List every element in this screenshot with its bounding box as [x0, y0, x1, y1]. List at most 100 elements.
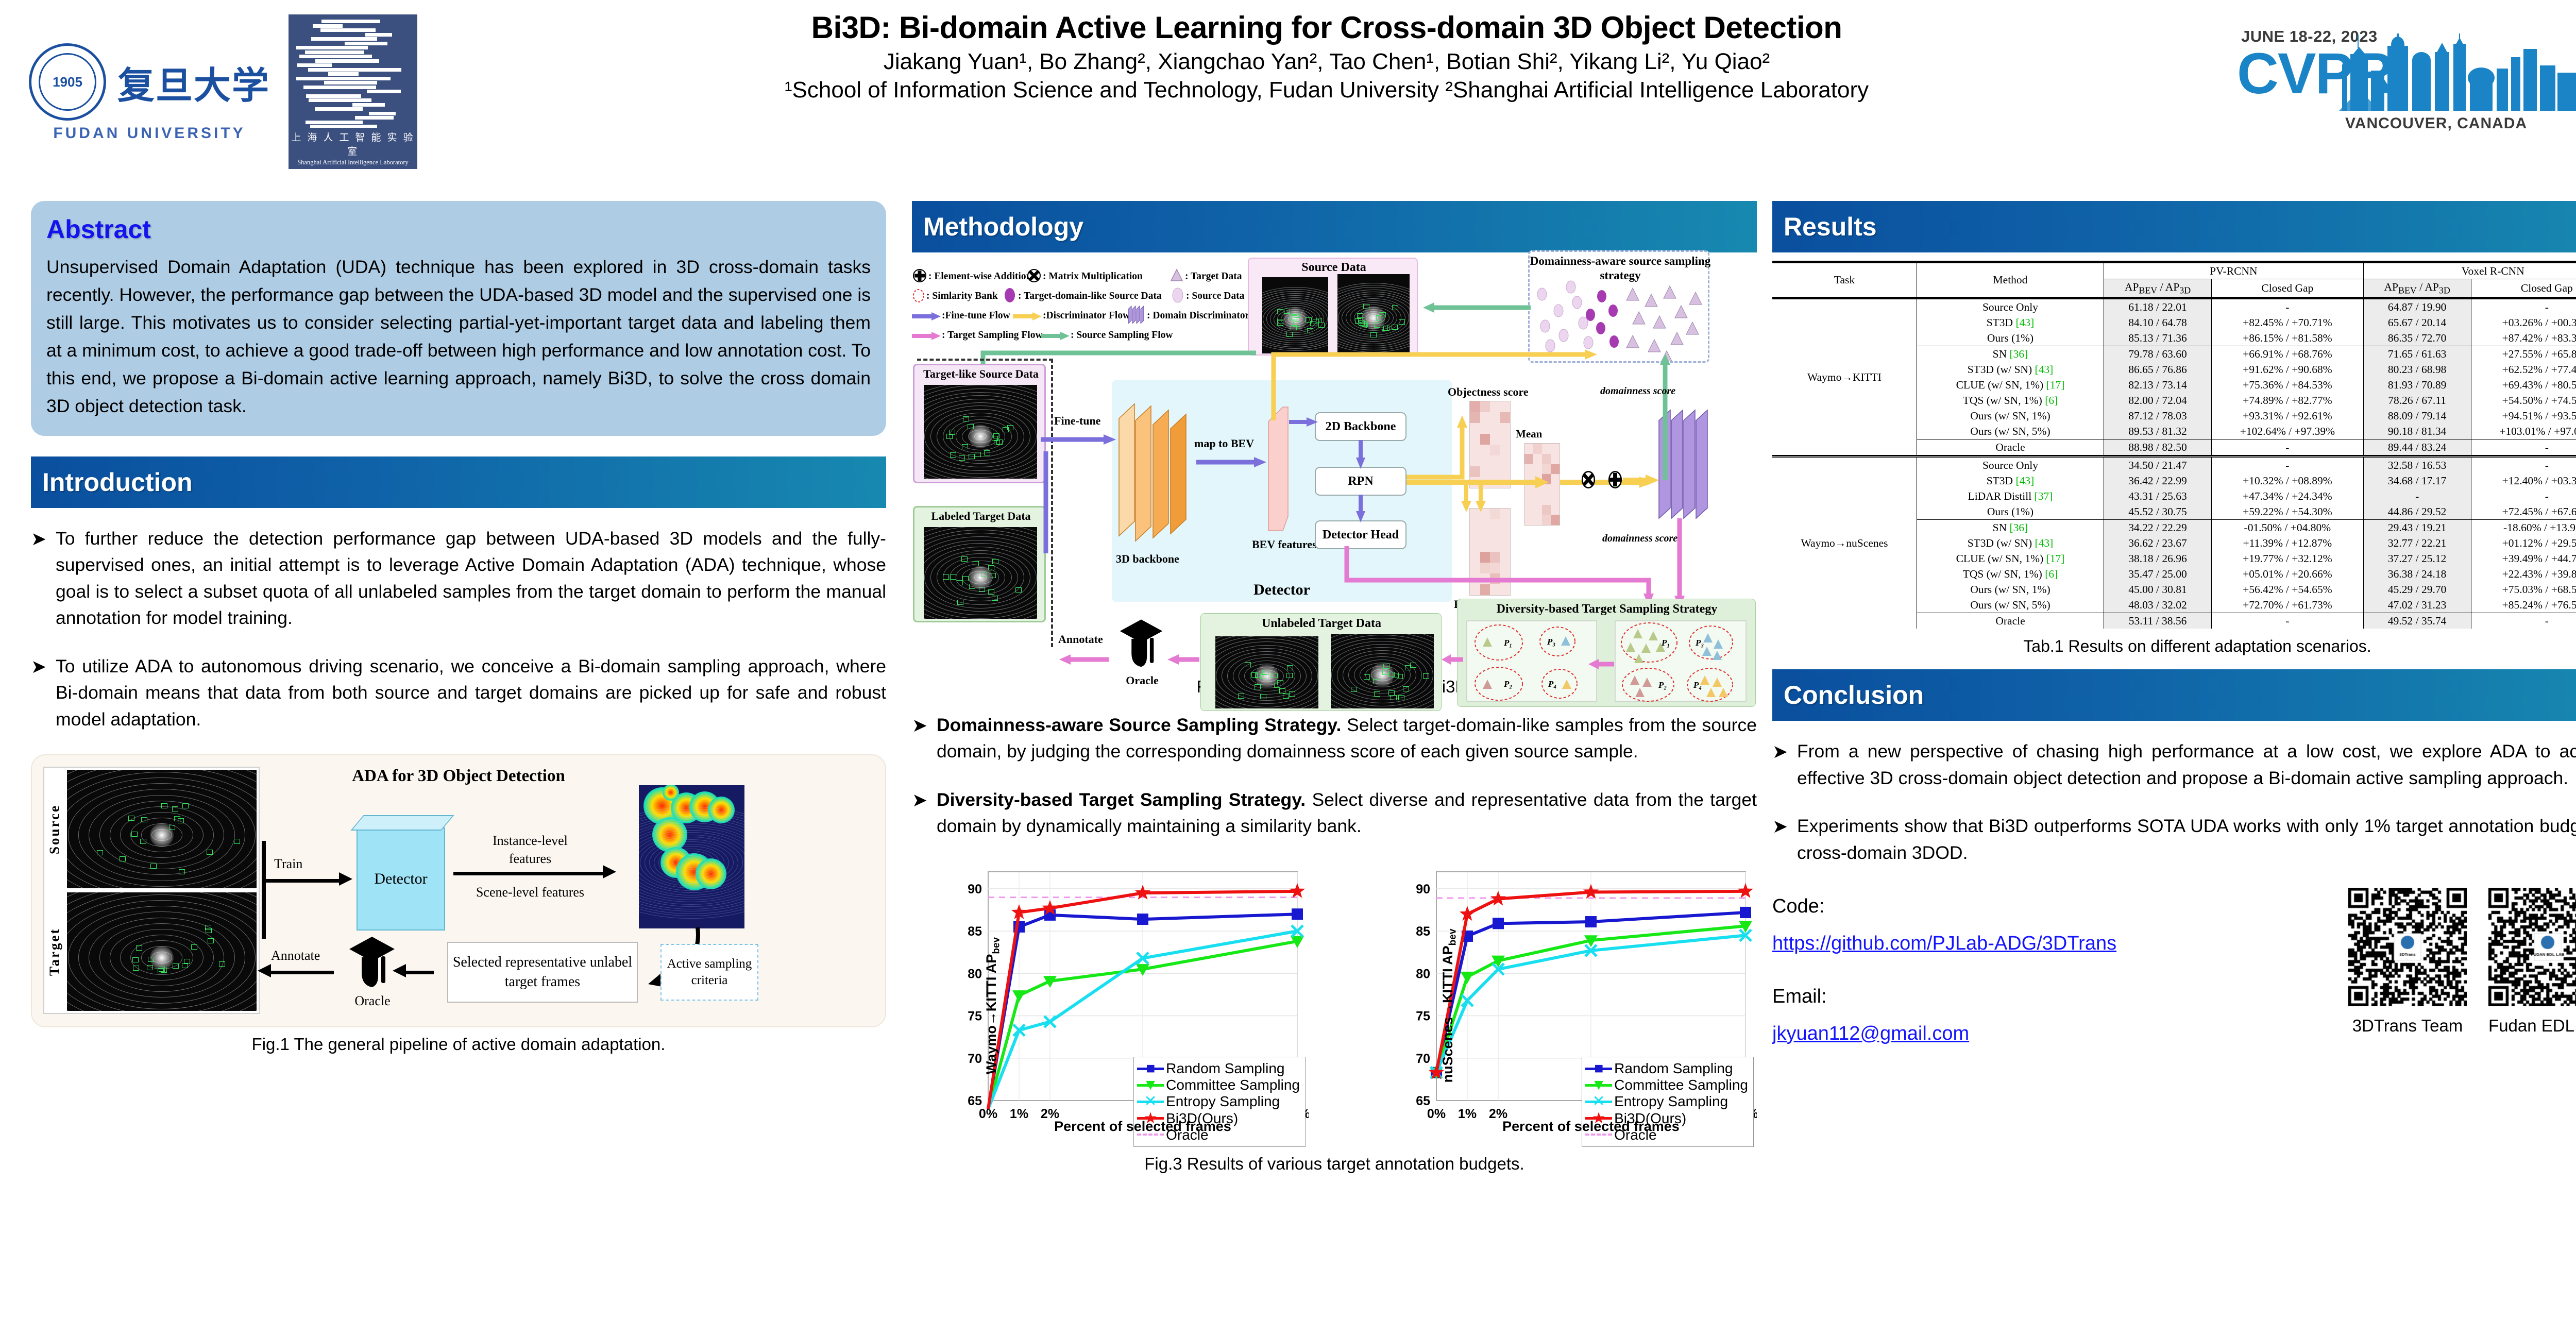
- plus-icon: [913, 269, 926, 282]
- td-pv-ap: 45.52 / 30.75: [2103, 504, 2212, 520]
- legend-target-data-label: : Target Data: [1185, 271, 1242, 282]
- td-vx-ap: 36.38 / 24.18: [2363, 566, 2471, 582]
- td-vx-ap: 89.44 / 83.24: [2363, 439, 2471, 456]
- svg-text:90: 90: [1416, 882, 1430, 897]
- fig1-annotate-arrow-head: [258, 964, 271, 977]
- abstract-body: Unsupervised Domain Adaptation (UDA) tec…: [46, 257, 871, 416]
- td-method: Oracle: [1917, 613, 2104, 629]
- legend-swatch-icon: ▼: [1137, 1077, 1164, 1093]
- qr-code-3dtrans-image[interactable]: [2348, 888, 2467, 1007]
- fig1-features-arrow-head: [603, 865, 616, 878]
- td-method: ST3D [43]: [1917, 473, 2104, 489]
- fig1-selected-frames-box: Selected representative unlabel target f…: [447, 942, 638, 1003]
- td-pv-ap: 86.65 / 76.86: [2103, 362, 2212, 378]
- purple-arrow-icon: [912, 312, 941, 320]
- triangle-icon: [1170, 268, 1183, 281]
- th-pvrcnn: PV-RCNN: [2104, 262, 2364, 279]
- fig1-source-target-images: Source Target: [43, 767, 260, 1014]
- fig1-detector-box: Detector: [357, 827, 445, 931]
- shailab-english-name: Shanghai Artificial Intelligence Laborat…: [297, 159, 409, 166]
- fig1-target-pointcloud: [67, 892, 257, 1011]
- table-row: ST3D [43] 84.10 / 64.78 +82.45% / +70.71% 6…: [1772, 315, 2576, 331]
- td-pv-gap: +47.34% / +24.34%: [2211, 488, 2364, 504]
- target-like-source-panel: Target-like Source Data: [913, 364, 1046, 483]
- ops-to-discriminator-arrow: [1623, 475, 1659, 486]
- contact-section: Code: https://github.com/PJLab-ADG/3DTra…: [1772, 888, 2576, 1052]
- legend-item: ✕ Entropy Sampling: [1137, 1093, 1300, 1110]
- td-vx-ap: 29.43 / 19.21: [2363, 519, 2471, 536]
- abstract-heading: Abstract: [46, 215, 151, 244]
- unlabeled-target-label: Unlabeled Target Data: [1261, 617, 1381, 630]
- qr-fudan-edl: Fudan EDL Lab: [2488, 888, 2576, 1052]
- fig1-oracle-label: Oracle: [354, 993, 391, 1008]
- reference-number: [43]: [2015, 316, 2035, 329]
- fig1-source-pointcloud: [67, 770, 257, 888]
- qr-code-fudan-image[interactable]: [2488, 888, 2576, 1007]
- td-vx-ap: 32.77 / 22.21: [2363, 535, 2471, 551]
- td-pv-gap: -: [2211, 297, 2364, 315]
- conclusion-bullet-1: From a new perspective of chasing high p…: [1797, 741, 2576, 788]
- td-vx-ap: 90.18 / 81.34: [2363, 424, 2471, 439]
- td-pv-ap: 88.98 / 82.50: [2103, 439, 2212, 456]
- svg-text:80: 80: [1416, 967, 1430, 981]
- legend-source-sampling-flow-label: : Source Sampling Flow: [1071, 330, 1173, 341]
- introduction-bullets: ➤ To further reduce the detection perfor…: [31, 526, 886, 733]
- target-like-source-label: Target-like Source Data: [923, 367, 1039, 380]
- email-link[interactable]: jkyuan112@gmail.com: [1772, 1022, 1970, 1044]
- td-method: TQS (w/ SN, 1%) [6]: [1917, 393, 2104, 409]
- legend-label: Entropy Sampling: [1614, 1093, 1728, 1110]
- td-vx-gap: -: [2470, 297, 2576, 315]
- unlabeled-pc-2: [1331, 634, 1434, 708]
- annotate-arrow-fig2: [1059, 654, 1109, 665]
- finetune-return-arrow: [1043, 451, 1048, 553]
- column-middle: Methodology : Element-wise Addition : Ma…: [912, 201, 1757, 1174]
- code-url-link[interactable]: https://github.com/PJLab-ADG/3DTrans: [1772, 933, 2117, 955]
- td-vx-ap: 86.35 / 72.70: [2363, 330, 2471, 346]
- methodology-bullets: ➤ Domainness-aware Source Sampling Strat…: [912, 712, 1757, 840]
- filled-ellipse-icon: [1005, 288, 1015, 302]
- reference-number: [36]: [2009, 347, 2028, 360]
- svg-text:P₃: P₃: [1547, 637, 1555, 647]
- chart-x-axis-label: Percent of selected frames: [1054, 1118, 1231, 1134]
- td-vx-gap: +85.24% / +76.52%: [2470, 597, 2576, 613]
- diagram-divider: [1051, 359, 1053, 647]
- chart-x-axis-label: Percent of selected frames: [1502, 1118, 1680, 1134]
- discriminator-to-diversity-arrow: [1674, 518, 1685, 609]
- fig1-bracket: [262, 841, 266, 939]
- bullet-arrow-icon: ➤: [912, 789, 928, 810]
- td-pv-gap: -: [2211, 439, 2364, 456]
- fig1-annotate-arrow-line: [267, 971, 334, 974]
- svg-text:P₂: P₂: [1503, 679, 1512, 689]
- td-pv-ap: 35.47 / 25.00: [2103, 566, 2212, 582]
- yellow-arrow-icon: [1013, 312, 1042, 320]
- reference-number: [36]: [2009, 521, 2028, 534]
- times-op-icon: [1581, 471, 1596, 488]
- td-pv-ap: 82.13 / 73.14: [2103, 377, 2212, 393]
- td-vx-ap: 32.58 / 16.53: [2363, 455, 2471, 474]
- svg-text:80: 80: [968, 967, 982, 981]
- legend-item: ▼ Committee Sampling: [1137, 1077, 1300, 1093]
- td-vx-gap: -: [2470, 439, 2576, 456]
- td-vx-ap: 81.93 / 70.89: [2363, 377, 2471, 393]
- domainness-strategy-label: Domainness-aware source sampling strateg…: [1530, 255, 1711, 282]
- author-list: Jiakang Yuan¹, Bo Zhang², Xiangchao Yan²…: [883, 49, 1770, 75]
- legend-plus-label: : Element-wise Addition: [928, 271, 1032, 282]
- diversity-strategy-label: Diversity-based Target Sampling Strategy: [1496, 602, 1718, 616]
- backbone3d-label: 3D backbone: [1116, 552, 1179, 565]
- unlabeled-pc-1: [1215, 636, 1318, 708]
- td-method: Ours (w/ SN, 1%): [1917, 408, 2104, 424]
- fig1-caption: Fig.1 The general pipeline of active dom…: [251, 1035, 666, 1054]
- chart-y-axis-label: nuScenes→KITTI APbev: [1440, 928, 1459, 1083]
- table-row: Ours (1%) 45.52 / 30.75 +59.22% / +54.30% 4…: [1772, 504, 2576, 520]
- td-method: Ours (w/ SN, 5%): [1917, 597, 2104, 613]
- td-pv-ap: 48.03 / 32.02: [2103, 597, 2212, 613]
- svg-text:P₁: P₁: [1503, 638, 1512, 648]
- svg-text:2%: 2%: [1489, 1107, 1507, 1121]
- fig1-train-label: Train: [274, 856, 303, 871]
- td-pv-ap: 61.18 / 22.01: [2103, 297, 2212, 315]
- fig1-scene-features-label: Scene-level features: [476, 885, 585, 900]
- td-vx-gap: +22.43% / +39.82%: [2470, 566, 2576, 582]
- svg-text:2%: 2%: [1041, 1107, 1059, 1121]
- legend-item: ■ Random Sampling: [1585, 1060, 1748, 1077]
